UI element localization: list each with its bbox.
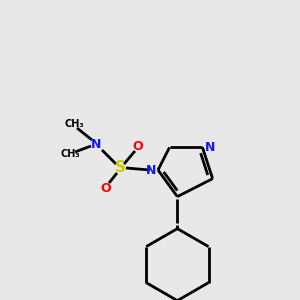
- Text: O: O: [101, 182, 111, 194]
- Text: N: N: [146, 164, 156, 176]
- Text: O: O: [133, 140, 143, 152]
- Text: N: N: [91, 137, 101, 151]
- Text: S: S: [115, 160, 125, 175]
- Text: CH₃: CH₃: [60, 149, 80, 159]
- Text: CH₃: CH₃: [64, 119, 84, 129]
- Text: N: N: [205, 141, 216, 154]
